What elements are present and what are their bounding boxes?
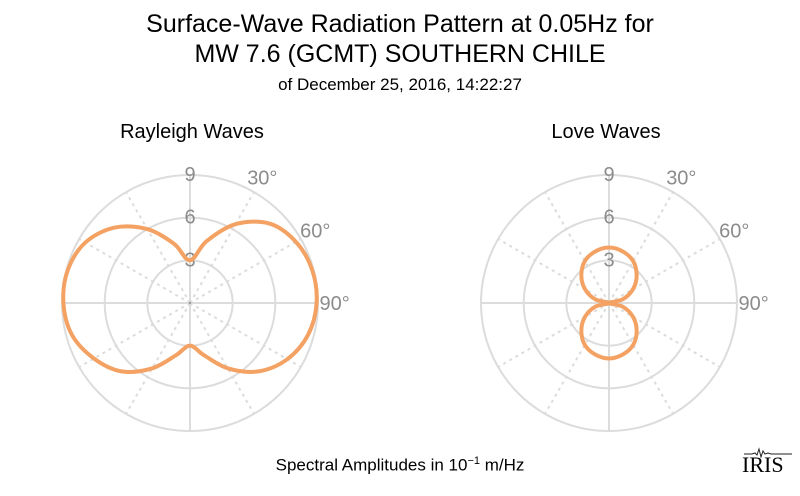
rayleigh-angle-label: 30° [247,168,277,190]
rayleigh-spoke [189,191,255,304]
love-ring [522,216,696,390]
love-spoke [608,238,721,304]
rayleigh-center [188,301,192,305]
love-spoke [544,191,610,304]
love-spoke [608,302,721,368]
chart-title-line2: MW 7.6 (GCMT) SOUTHERN CHILE [194,40,606,68]
love-angle-label: 30° [666,168,696,190]
chart-subtitle: of December 25, 2016, 14:22:27 [278,75,522,94]
rayleigh-spoke [189,238,302,304]
love-spoke [497,302,610,368]
love-panel-title: Love Waves [551,121,661,143]
footer-prefix: Spectral Amplitudes in 10 [275,455,468,475]
love-radial-tick-label: 3 [603,249,614,271]
love-spoke [608,302,674,415]
rayleigh-spoke [189,302,302,368]
love-angle-label: 60° [719,221,749,243]
love-spoke [497,238,610,304]
rayleigh-angle-label: 60° [300,221,330,243]
rayleigh-spoke [189,302,255,415]
rayleigh-spoke [125,302,191,415]
rayleigh-spoke [78,238,191,304]
love-ring [565,259,653,347]
love-radial-tick-label: 9 [603,164,614,186]
rayleigh-panel-title: Rayleigh Waves [120,121,264,143]
love-amplitude-curve [579,245,639,361]
love-spoke [608,191,674,304]
love-radial-tick-label: 6 [603,207,614,229]
chart-title-line1: Surface-Wave Radiation Pattern at 0.05Hz… [146,10,654,38]
rayleigh-angle-label: 90° [320,293,350,315]
iris-logo-icon [744,447,792,458]
footer-exponent: −1 [467,455,480,467]
love-ring [480,174,738,432]
rayleigh-spoke [78,302,191,368]
love-spoke [544,302,610,415]
iris-logo: IRIS [742,452,784,477]
love-angle-label: 90° [739,293,769,315]
footer-units: Spectral Amplitudes in 10−1 m/Hz [0,455,800,476]
rayleigh-ring [103,216,277,390]
rayleigh-radial-tick-label: 6 [184,207,195,229]
rayleigh-amplitude-curve [61,219,319,374]
rayleigh-radial-tick-label: 9 [184,164,195,186]
rayleigh-spoke [125,191,191,304]
footer-unit: m/Hz [480,455,525,475]
